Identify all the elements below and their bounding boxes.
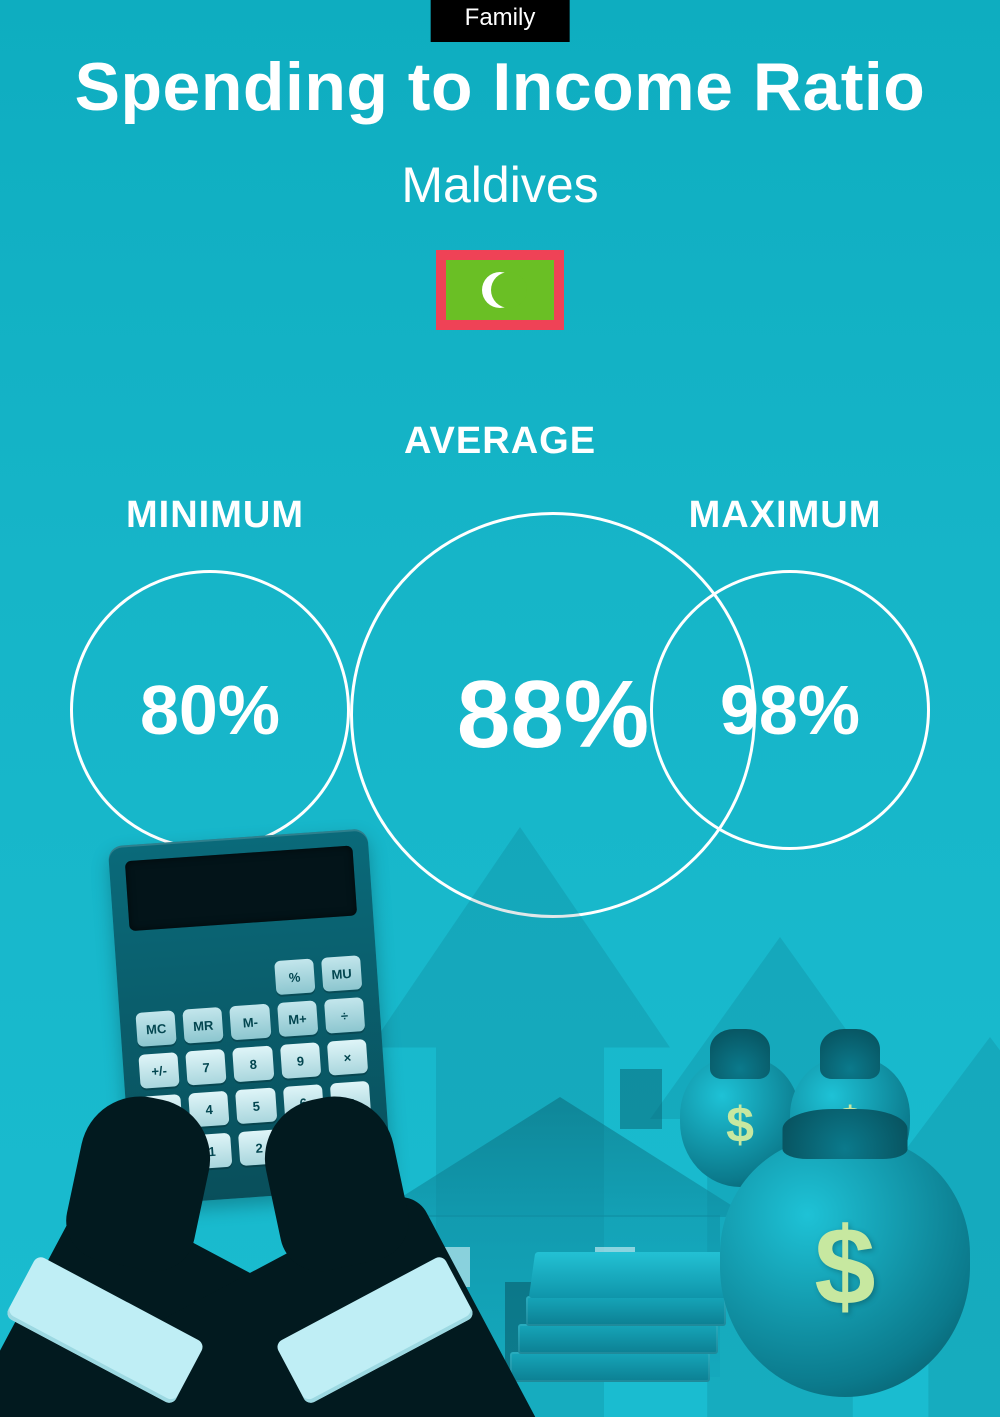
- average-label: AVERAGE: [0, 420, 1000, 463]
- category-tag: Family: [431, 0, 570, 42]
- calc-key: 7: [185, 1049, 226, 1086]
- calculator-screen: [125, 845, 357, 931]
- maximum-value: 98%: [720, 670, 860, 750]
- calc-key: MR: [183, 1007, 224, 1044]
- minimum-label: MINIMUM: [0, 494, 430, 537]
- calc-key: %: [274, 958, 315, 995]
- average-value: 88%: [457, 660, 649, 770]
- calc-key: 8: [233, 1046, 274, 1083]
- calc-key: M-: [230, 1004, 271, 1041]
- calc-key: ÷: [324, 997, 365, 1034]
- maldives-flag-icon: [436, 250, 564, 330]
- calc-key: 9: [280, 1042, 321, 1079]
- calc-key: ×: [327, 1039, 368, 1076]
- page-title: Spending to Income Ratio: [0, 48, 1000, 126]
- money-bag-icon: $: [720, 1137, 970, 1397]
- calc-key: MU: [321, 955, 362, 992]
- calc-key: M+: [277, 1000, 318, 1037]
- cash-stack-icon: [500, 1252, 730, 1382]
- calc-key: +/-: [138, 1052, 179, 1089]
- crescent-icon: [482, 272, 518, 308]
- country-name: Maldives: [0, 156, 1000, 214]
- minimum-value: 80%: [140, 670, 280, 750]
- calc-key: MC: [135, 1010, 176, 1047]
- hands-holding-calculator-icon: % MU MC MR M- M+ ÷ +/- 7 8 9 × ▶ 4 5 6 −…: [0, 917, 510, 1417]
- illustration-layer: $ $ $ % MU MC MR M- M+ ÷ +/- 7 8 9 ×: [0, 767, 1000, 1417]
- calc-key: 5: [235, 1087, 276, 1124]
